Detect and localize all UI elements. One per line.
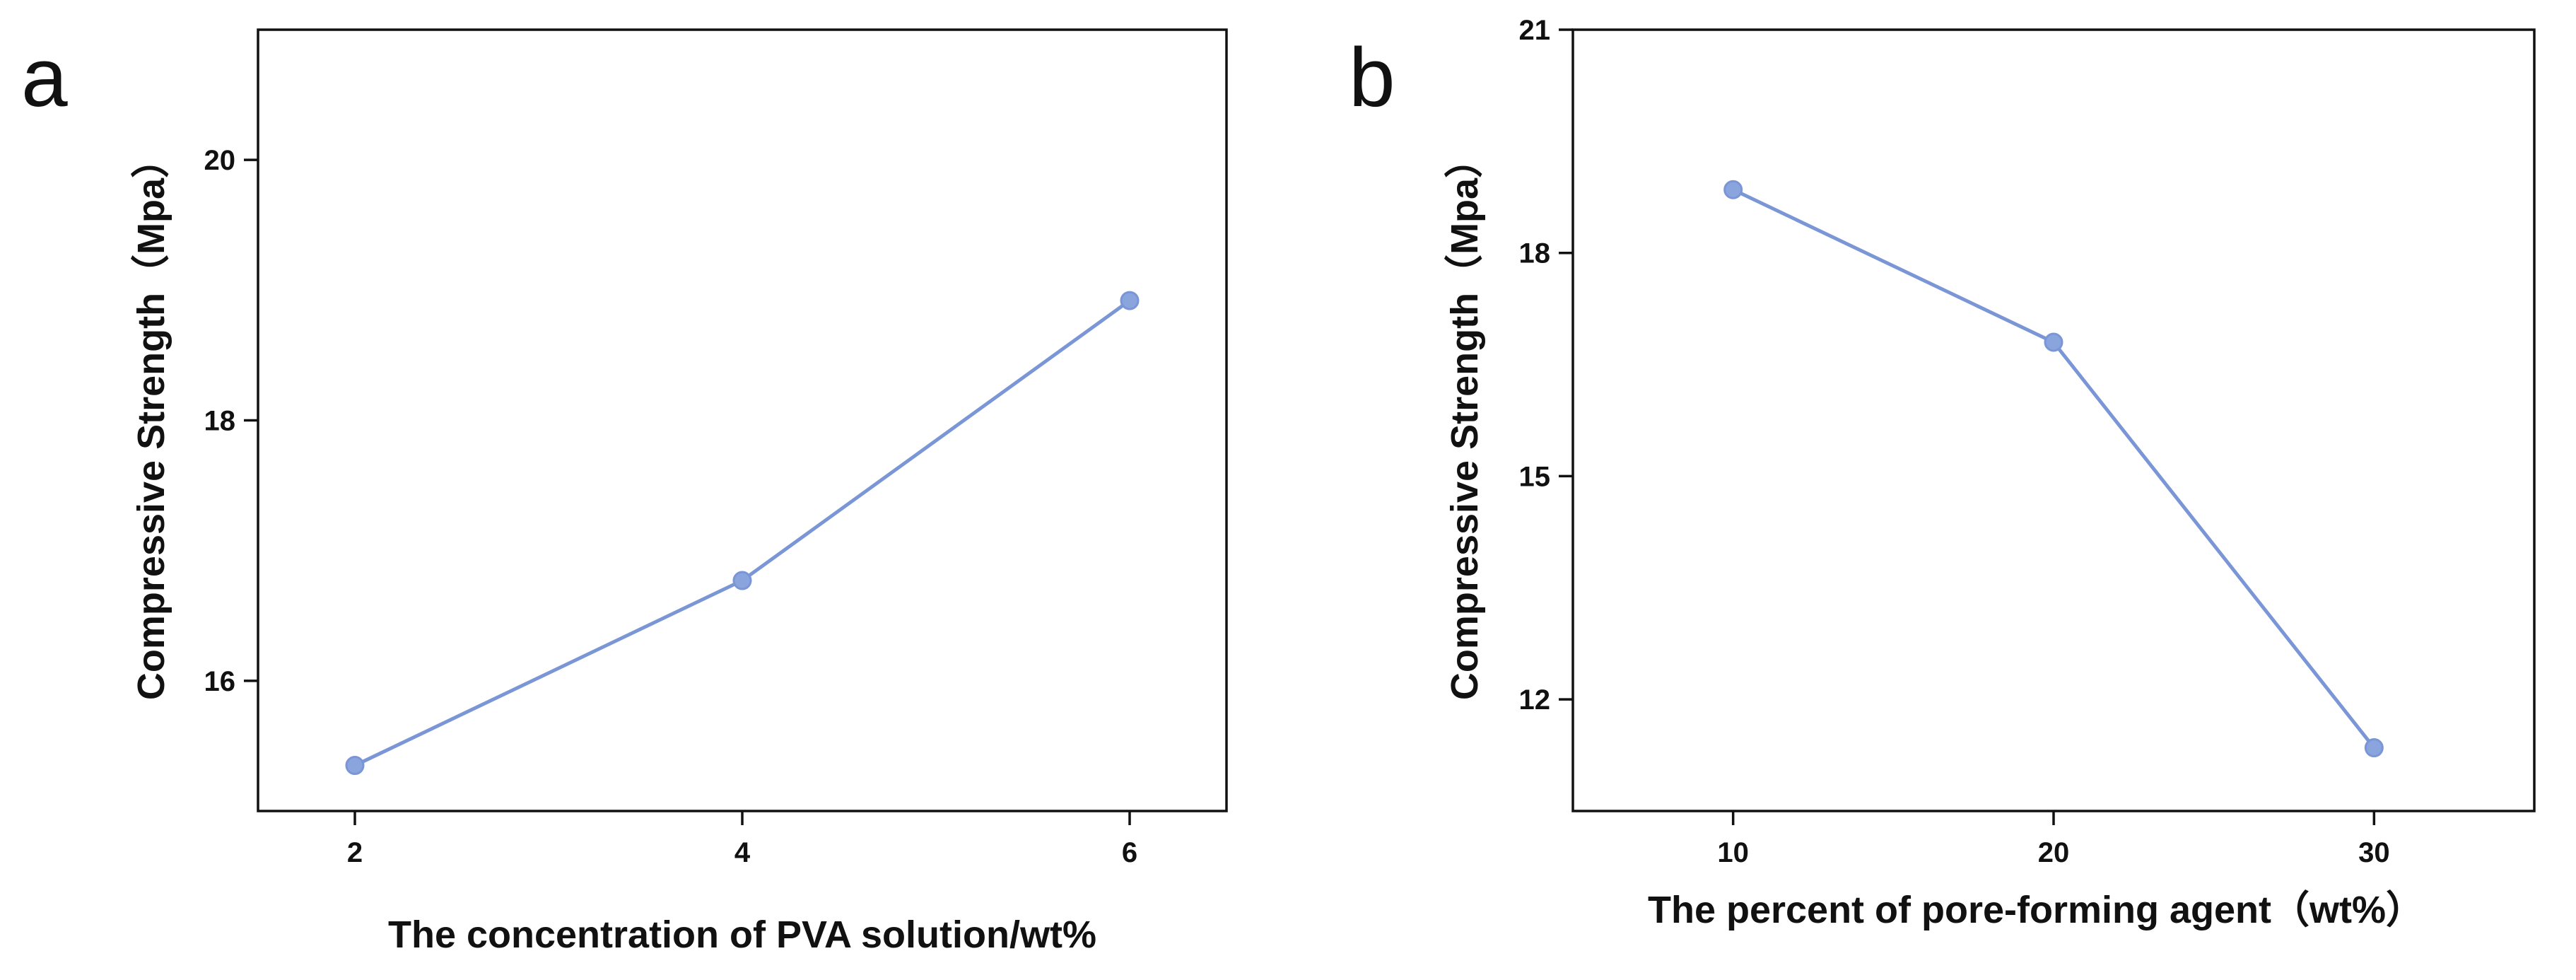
x-tick-label-a-0: 2 [347, 837, 363, 868]
panel-label-b: b [1349, 31, 1395, 124]
series-line-a-0 [353, 299, 1131, 767]
tick-labels-b: 10 20 30 12 15 18 21 [1519, 15, 2390, 868]
y-axis-title-b: Compressive Strength（Mpa） [1444, 140, 1486, 700]
y-axis-title-a: Compressive Strength（Mpa） [130, 140, 172, 700]
plot-frame-b [1571, 28, 2536, 812]
chart-panel-a: a 2 4 6 16 18 20 The concentration of PVA sol… [21, 28, 1228, 956]
data-point-b-0 [1723, 180, 1743, 199]
data-marks-b [1723, 180, 2384, 758]
x-axis-title-b: The percent of pore-forming agent（wt%） [1648, 889, 2424, 931]
ticks-a [244, 158, 1131, 825]
data-marks-a [345, 291, 1140, 776]
y-tick-label-a-2: 20 [204, 145, 236, 176]
data-point-b-1 [2044, 332, 2063, 352]
data-point-a-2 [1120, 291, 1140, 310]
y-tick-label-b-3: 21 [1519, 15, 1551, 46]
data-point-a-0 [345, 756, 365, 776]
x-tick-label-b-0: 10 [1717, 837, 1749, 868]
x-tick-label-b-1: 20 [2038, 837, 2070, 868]
data-point-a-1 [732, 571, 752, 590]
y-tick-label-b-1: 15 [1519, 461, 1551, 492]
data-point-b-2 [2364, 738, 2384, 758]
y-tick-label-a-0: 16 [204, 666, 236, 697]
x-tick-label-b-2: 30 [2358, 837, 2390, 868]
series-line-b-0 [1732, 188, 2376, 749]
plot-frame-a [257, 28, 1228, 812]
x-tick-label-a-1: 4 [734, 837, 751, 868]
y-tick-label-a-1: 18 [204, 406, 236, 437]
panel-label-a: a [21, 31, 68, 124]
x-tick-label-a-2: 6 [1122, 837, 1137, 868]
ticks-b [1559, 28, 2376, 825]
y-tick-label-b-2: 18 [1519, 238, 1551, 269]
y-tick-label-b-0: 12 [1519, 684, 1551, 716]
chart-panel-b: b 10 20 30 12 15 18 21 The percent of pore-for… [1349, 15, 2536, 931]
x-axis-title-a: The concentration of PVA solution/wt% [388, 914, 1096, 956]
tick-labels-a: 2 4 6 16 18 20 [204, 145, 1138, 868]
